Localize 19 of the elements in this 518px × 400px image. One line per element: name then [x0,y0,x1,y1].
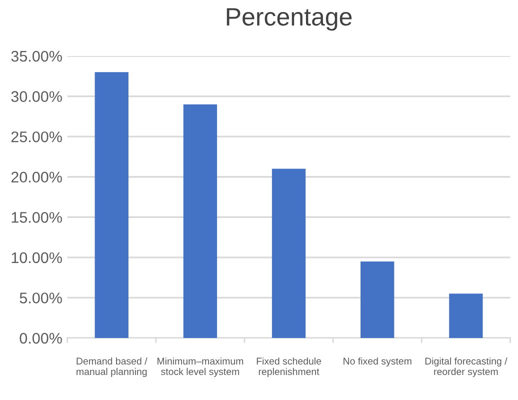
x-tick-label: Fixed schedule replenishment [256,357,322,377]
y-tick-label: 25.00% [11,131,62,142]
x-tick-label: Demand based / manual planning [76,357,148,377]
y-tick-label: 0.00% [20,332,62,344]
y-tick-label: 5.00% [20,292,62,304]
y-tick-label: 10.00% [12,252,62,264]
x-tick-label: Minimum–maximum stock level system [158,357,244,377]
y-tick-label: 20.00% [11,172,62,183]
chart-title: Percentage [226,8,352,31]
bar [272,168,306,338]
bar [360,261,394,338]
bar [183,104,218,338]
y-tick-label: 35.00% [11,50,62,62]
y-tick-label: 30.00% [11,91,62,102]
bar [449,294,483,338]
bar [94,72,128,338]
x-tick-label: Digital forecasting / reorder system [425,357,508,377]
x-tick-label: No fixed system [344,357,412,367]
y-tick-label: 15.00% [12,212,62,223]
